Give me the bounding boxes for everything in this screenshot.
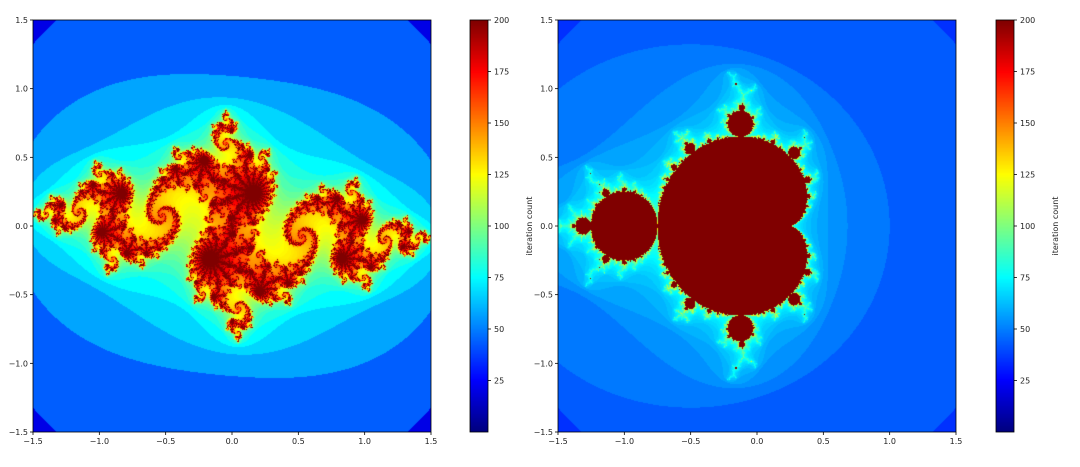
mandelbrot-cb-tick-label: 50: [1020, 325, 1030, 334]
mandelbrot-cb-tick-label: 200: [1020, 16, 1035, 25]
julia-cb-tick-label: 150: [494, 119, 509, 128]
julia-xtick-label: −0.5: [156, 437, 175, 446]
mandelbrot-ytick-label: −1.5: [534, 428, 553, 437]
mandelbrot-ytick-label: 0.5: [540, 153, 553, 162]
julia-xtick-label: 1.5: [425, 437, 438, 446]
mandelbrot-xtick-label: 0.0: [751, 437, 764, 446]
julia-cb-tick-label: 175: [494, 68, 509, 77]
julia-ytick-label: 0.5: [15, 153, 28, 162]
mandelbrot-heatmap: [558, 20, 956, 432]
julia-xtick-label: 1.0: [358, 437, 371, 446]
mandelbrot-ytick-label: 1.5: [540, 16, 553, 25]
julia-axes: −1.5 −1.0 −0.5 0.0 0.5 1.0 1.5 1.5 1.0 0.5 0.0 −0.5…: [9, 16, 438, 446]
julia-cb-tick-label: 50: [494, 325, 504, 334]
julia-plot: −1.5 −1.0 −0.5 0.0 0.5 1.0 1.5 1.5 1.0 0.5 0.0 −0.5…: [9, 16, 534, 446]
julia-ytick-label: −0.5: [9, 291, 28, 300]
julia-xtick-label: 0.0: [226, 437, 239, 446]
julia-colorbar-label: iteration count: [525, 197, 534, 256]
mandelbrot-cb-tick-label: 150: [1020, 119, 1035, 128]
julia-ytick-label: 1.0: [15, 85, 28, 94]
julia-cb-tick-label: 125: [494, 171, 509, 180]
julia-cb-tick-label: 200: [494, 16, 509, 25]
julia-xtick-label: 0.5: [292, 437, 305, 446]
mandelbrot-colorbar: [996, 20, 1014, 432]
julia-ytick-label: −1.0: [9, 359, 28, 368]
mandelbrot-ytick-label: 0.0: [540, 222, 553, 231]
mandelbrot-cb-tick-label: 75: [1020, 274, 1030, 283]
julia-cb-tick-label: 75: [494, 274, 504, 283]
julia-cb-tick-label: 25: [494, 377, 504, 386]
mandelbrot-ytick-label: −1.0: [534, 359, 553, 368]
mandelbrot-cb-frame: [995, 19, 1015, 433]
julia-colorbar: [470, 20, 488, 432]
mandelbrot-colorbar-label: iteration count: [1051, 197, 1060, 256]
julia-xtick-label: −1.5: [23, 437, 42, 446]
mandelbrot-xtick-label: 0.5: [817, 437, 830, 446]
mandelbrot-xtick-label: 1.0: [883, 437, 896, 446]
mandelbrot-xtick-label: −0.5: [681, 437, 700, 446]
mandelbrot-cb-tick-label: 100: [1020, 222, 1035, 231]
julia-xtick-label: −1.0: [90, 437, 109, 446]
mandelbrot-xtick-label: −1.5: [548, 437, 567, 446]
julia-cb-tick-label: 100: [494, 222, 509, 231]
mandelbrot-cb-tick-label: 175: [1020, 68, 1035, 77]
julia-ytick-label: 0.0: [15, 222, 28, 231]
mandelbrot-cb-tick-label: 125: [1020, 171, 1035, 180]
mandelbrot-xtick-label: −1.0: [615, 437, 634, 446]
julia-ytick-label: 1.5: [15, 16, 28, 25]
julia-colorbar-axis: 200 175 150 125 100 75 50 25 iteration count: [469, 16, 534, 433]
mandelbrot-ytick-label: 1.0: [540, 85, 553, 94]
julia-ytick-label: −1.5: [9, 428, 28, 437]
mandelbrot-cb-tick-label: 25: [1020, 377, 1030, 386]
mandelbrot-xtick-label: 1.5: [950, 437, 963, 446]
julia-heatmap: [33, 20, 431, 432]
mandelbrot-ytick-label: −0.5: [534, 291, 553, 300]
